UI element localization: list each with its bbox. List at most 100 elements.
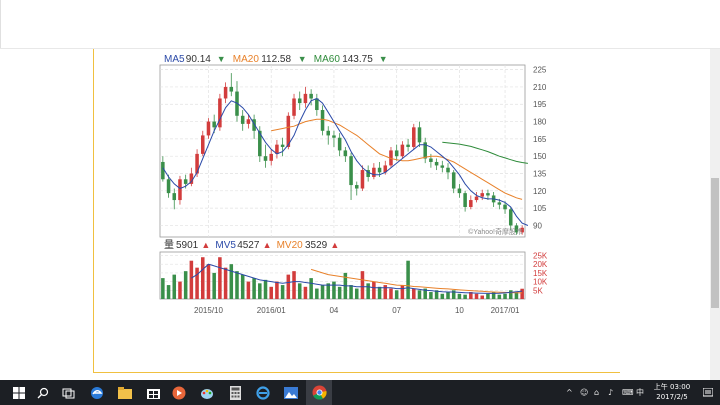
volume-bar bbox=[366, 283, 370, 299]
tray-volume-icon[interactable]: ♪ bbox=[608, 388, 614, 397]
price-legend-name: MA20 bbox=[233, 54, 260, 65]
mv5-line bbox=[191, 263, 523, 294]
volume-bar bbox=[206, 264, 211, 299]
volume-bar bbox=[412, 288, 416, 299]
calculator-icon[interactable] bbox=[224, 380, 246, 405]
volume-bar bbox=[315, 288, 319, 299]
content-frame-bottom bbox=[93, 372, 620, 373]
volume-bar bbox=[269, 286, 273, 299]
volume-bar bbox=[446, 292, 450, 299]
windows-taskbar: ^ ☺ ⌂ ♪ ⌨ 中 上午 03:00 2017/2/5 bbox=[0, 380, 720, 405]
price-plot-frame bbox=[159, 64, 526, 238]
scrollbar-thumb[interactable] bbox=[711, 178, 719, 308]
volume-bar bbox=[303, 286, 308, 299]
file-explorer-icon[interactable] bbox=[114, 380, 136, 405]
price-ytick-label: 195 bbox=[533, 100, 547, 109]
volume-bar bbox=[457, 293, 462, 299]
candle-body bbox=[161, 161, 165, 180]
volume-bar bbox=[178, 281, 182, 299]
photos-icon[interactable] bbox=[280, 380, 302, 405]
tray-network-icon[interactable]: ⌂ bbox=[594, 388, 600, 397]
volume-legend-value: 5901 bbox=[176, 240, 199, 251]
search-icon[interactable] bbox=[32, 380, 54, 405]
task-view-icon[interactable] bbox=[58, 380, 80, 405]
price-ytick-label: 135 bbox=[533, 170, 547, 179]
candle-body bbox=[297, 98, 302, 104]
stock-chart: MA5 90.14 ▼ MA20 112.58 ▼ MA60 143.75 ▼ 225 210 195… bbox=[159, 54, 548, 315]
volume-legend-name: MV5 bbox=[215, 240, 236, 251]
volume-bar bbox=[417, 290, 422, 299]
candle-body bbox=[400, 144, 405, 157]
volume-bar bbox=[189, 260, 194, 299]
candle-body bbox=[440, 165, 445, 168]
candle-body bbox=[218, 98, 222, 128]
volume-legend-arrow: ▲ bbox=[201, 240, 210, 250]
start-icon[interactable] bbox=[8, 380, 30, 405]
volume-bar bbox=[246, 281, 251, 299]
candle-body bbox=[480, 193, 484, 197]
volume-bar bbox=[389, 288, 393, 299]
candle-body bbox=[360, 170, 365, 189]
tray-ime-icon[interactable]: 中 bbox=[636, 388, 644, 397]
volume-bar bbox=[394, 290, 399, 299]
price-ytick-label: 210 bbox=[533, 83, 547, 92]
clock-time: 上午 03:00 bbox=[653, 383, 691, 391]
tray-expand-icon[interactable]: ^ bbox=[566, 388, 573, 397]
volume-legend-value: 4527 bbox=[237, 240, 260, 251]
tray-user-icon[interactable]: ☺ bbox=[580, 388, 589, 397]
price-ytick-label: 105 bbox=[533, 204, 547, 213]
price-ytick-label: 90 bbox=[533, 221, 542, 230]
clock-date: 2017/2/5 bbox=[656, 393, 688, 401]
volume-legend-name: MV20 bbox=[277, 240, 304, 251]
volume-bar bbox=[183, 271, 188, 299]
volume-bar bbox=[166, 285, 171, 299]
notification-icon[interactable] bbox=[700, 380, 716, 405]
taskbar-clock[interactable]: 上午 03:00 2017/2/5 bbox=[650, 382, 694, 403]
edge-icon[interactable] bbox=[86, 380, 108, 405]
paint-icon[interactable] bbox=[196, 380, 218, 405]
volume-legend-arrow: ▲ bbox=[330, 240, 339, 250]
volume-bar bbox=[286, 274, 291, 299]
candle-body bbox=[412, 127, 416, 147]
volume-bar bbox=[309, 278, 313, 299]
ma60-line bbox=[442, 141, 528, 164]
volume-bar bbox=[337, 286, 342, 299]
price-legend-arrow: ▼ bbox=[298, 54, 307, 64]
store-icon[interactable] bbox=[142, 380, 164, 405]
xtick-label: 2015/10 bbox=[194, 306, 223, 315]
volume-bar bbox=[383, 285, 388, 299]
candle-body bbox=[354, 185, 359, 189]
chrome-icon[interactable] bbox=[306, 380, 332, 405]
candle-body bbox=[246, 119, 251, 124]
ie-icon[interactable] bbox=[252, 380, 274, 405]
media-player-icon[interactable] bbox=[168, 380, 190, 405]
candle-body bbox=[377, 167, 382, 173]
xtick-label: 07 bbox=[392, 306, 401, 315]
candle-body bbox=[372, 167, 376, 177]
volume-bar bbox=[514, 292, 519, 299]
volume-bar bbox=[406, 260, 410, 299]
candle-body bbox=[212, 121, 216, 128]
volume-bar bbox=[332, 281, 336, 299]
candle-body bbox=[206, 121, 211, 136]
volume-bar bbox=[223, 267, 228, 299]
tray-keyboard-icon[interactable]: ⌨ bbox=[622, 388, 634, 397]
candle-body bbox=[178, 179, 182, 201]
volume-ytick-label: 10K bbox=[533, 278, 548, 287]
candle-body bbox=[229, 86, 234, 92]
volume-bar bbox=[377, 286, 382, 299]
candle-body bbox=[332, 135, 336, 138]
candle-body bbox=[183, 179, 188, 184]
candle-body bbox=[240, 115, 245, 124]
volume-bar bbox=[497, 294, 502, 299]
candle-body bbox=[189, 173, 194, 184]
volume-bar bbox=[508, 290, 513, 299]
candle-body bbox=[451, 172, 456, 189]
candle-body bbox=[263, 156, 268, 161]
candle-body bbox=[309, 93, 313, 99]
volume-bar bbox=[195, 267, 199, 299]
xtick-label: 2017/01 bbox=[491, 306, 520, 315]
volume-bar bbox=[400, 285, 405, 299]
ma5-line bbox=[162, 97, 529, 226]
candle-body bbox=[286, 115, 291, 147]
